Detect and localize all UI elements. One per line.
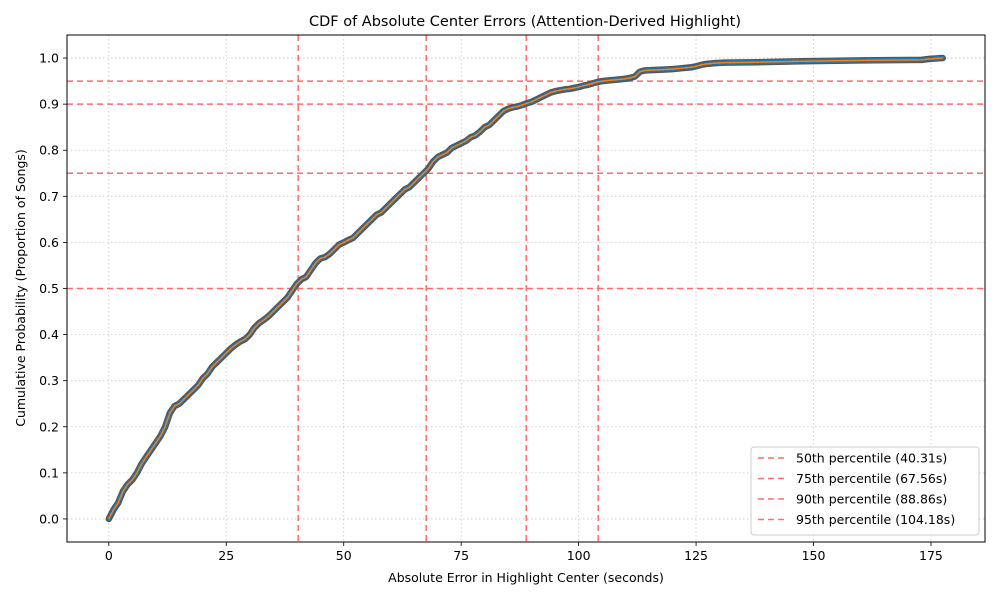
legend-label: 75th percentile (67.56s) [796,471,947,486]
x-axis-label: Absolute Error in Highlight Center (seco… [388,570,664,585]
percentile-lines [67,35,985,542]
y-tick-label: 0.9 [39,97,59,112]
x-tick-label: 125 [684,548,708,563]
y-axis-label: Cumulative Probability (Proportion of So… [13,149,28,427]
y-tick-label: 0.2 [39,419,59,434]
y-tick-label: 0.1 [39,465,59,480]
legend: 50th percentile (40.31s) 75th percentile … [750,446,980,536]
y-tick-label: 0.7 [39,189,59,204]
x-tick-label: 175 [919,548,943,563]
x-tick-label: 75 [453,548,469,563]
legend-box [750,446,980,536]
y-tick-label: 1.0 [39,51,59,66]
cdf-series [105,54,946,523]
y-tick-label: 0.6 [39,235,59,250]
x-tick-label: 100 [567,548,591,563]
y-tick-label: 0.5 [39,281,59,296]
y-tick-label: 0.0 [39,511,59,526]
x-tick-label: 50 [336,548,352,563]
x-tick-label: 150 [802,548,826,563]
y-tick-label: 0.8 [39,143,59,158]
cdf-line [108,57,943,520]
legend-label: 90th percentile (88.86s) [796,492,947,507]
y-tick-label: 0.4 [39,327,59,342]
y-tick-label: 0.3 [39,373,59,388]
legend-label: 95th percentile (104.18s) [796,512,955,527]
y-axis-ticks: 0.0 0.1 0.2 0.3 0.4 0.5 0.6 0.7 0.8 0.9 1.0 [39,51,67,526]
x-tick-label: 0 [105,548,113,563]
x-tick-label: 25 [218,548,234,563]
legend-label: 50th percentile (40.31s) [796,451,947,466]
x-axis-ticks: 0 25 50 75 100 125 150 175 [105,542,943,563]
chart-title: CDF of Absolute Center Errors (Attention… [309,14,741,30]
